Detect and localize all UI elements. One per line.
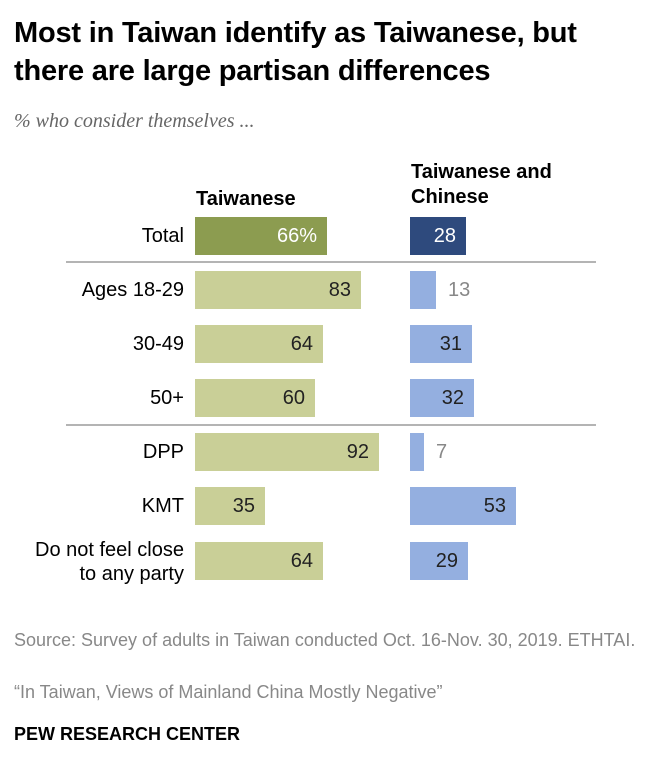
legend-taiwanese: Taiwanese	[196, 188, 296, 210]
legend-taiwanese-and-chinese: Taiwanese and Chinese	[411, 161, 552, 208]
category-label: KMT	[142, 495, 184, 517]
data-label-taiwanese-and-chinese: 53	[484, 495, 506, 517]
bar-taiwanese	[195, 487, 265, 525]
bar-taiwanese-and-chinese	[410, 542, 468, 580]
bar-taiwanese-and-chinese	[410, 379, 474, 417]
bar-taiwanese-and-chinese	[410, 271, 436, 309]
category-label: Ages 18-29	[82, 279, 184, 301]
category-label: Total	[142, 225, 184, 247]
bar-taiwanese-and-chinese	[410, 487, 516, 525]
data-label-taiwanese-and-chinese: 7	[436, 441, 447, 463]
bar-taiwanese	[195, 271, 361, 309]
bar-taiwanese	[195, 542, 323, 580]
data-label-taiwanese-and-chinese: 32	[442, 387, 464, 409]
category-label: 30-49	[133, 333, 184, 355]
bar-taiwanese-and-chinese	[410, 217, 466, 255]
data-label-taiwanese-and-chinese: 31	[440, 333, 462, 355]
category-label: DPP	[143, 441, 184, 463]
data-label-taiwanese-and-chinese: 13	[448, 279, 470, 301]
bar-taiwanese	[195, 217, 327, 255]
data-label-taiwanese-and-chinese: 28	[434, 225, 456, 247]
bar-taiwanese	[195, 379, 315, 417]
data-label-taiwanese: 60	[283, 387, 305, 409]
data-label-taiwanese: 66%	[277, 225, 317, 247]
bar-chart: Total 66% 28 Ages 18-29 83 13 30-49 64 31 50+ 60 32…	[35, 217, 596, 585]
category-label: Do not feel close to any party	[35, 539, 184, 585]
report-title: “In Taiwan, Views of Mainland China Most…	[14, 682, 443, 702]
chart-subtitle: % who consider themselves ...	[14, 110, 255, 132]
bar-taiwanese-and-chinese	[410, 433, 424, 471]
bar-taiwanese	[195, 325, 323, 363]
data-label-taiwanese-and-chinese: 29	[436, 550, 458, 572]
data-label-taiwanese: 92	[347, 441, 369, 463]
data-label-taiwanese: 64	[291, 333, 313, 355]
data-label-taiwanese: 35	[233, 495, 255, 517]
bar-taiwanese-and-chinese	[410, 325, 472, 363]
data-label-taiwanese: 83	[329, 279, 351, 301]
category-label: 50+	[150, 387, 184, 409]
data-label-taiwanese: 64	[291, 550, 313, 572]
source-note: Source: Survey of adults in Taiwan condu…	[14, 630, 636, 650]
pew-research-center-logo: PEW RESEARCH CENTER	[14, 724, 241, 744]
bar-taiwanese	[195, 433, 379, 471]
chart-title: Most in Taiwan identify as Taiwanese, bu…	[14, 17, 577, 87]
